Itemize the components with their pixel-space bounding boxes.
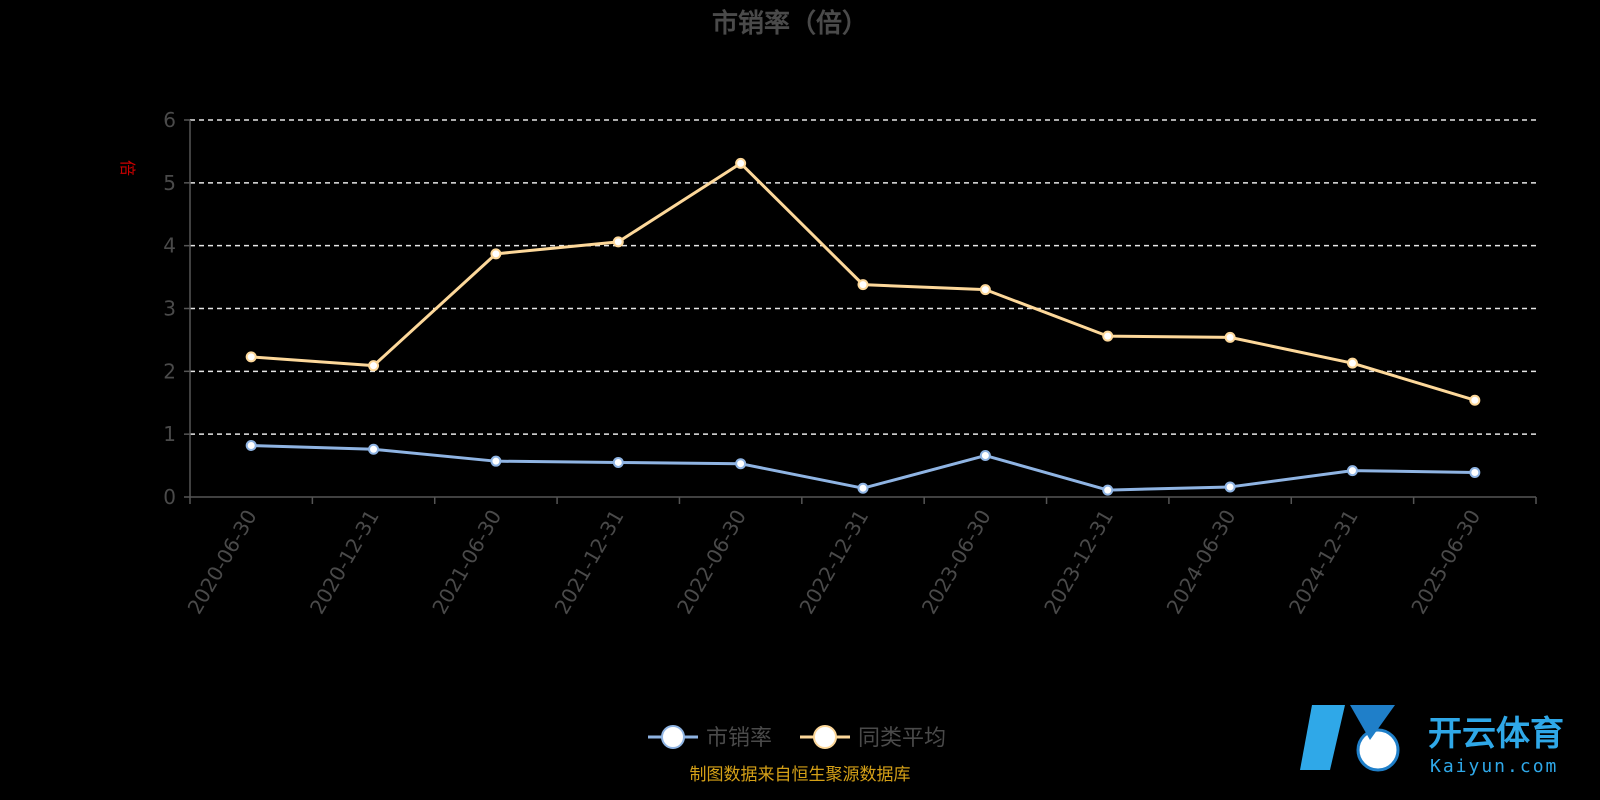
series-1-point-5 xyxy=(857,279,869,291)
x-tick-label-7: 2023-12-31 xyxy=(1039,506,1118,619)
x-tick-label-10: 2025-06-30 xyxy=(1406,506,1485,619)
series-1-point-3 xyxy=(612,236,624,248)
y-tick-label-1: 1 xyxy=(163,422,176,446)
watermark-brand: 开云体育 xyxy=(1428,714,1564,754)
x-tick-label-5: 2022-12-31 xyxy=(794,506,873,619)
series-0-point-7 xyxy=(1102,484,1114,496)
legend-label-0: 市销率 xyxy=(706,726,772,751)
soccer-ball-icon xyxy=(1356,728,1400,772)
series-0-point-0 xyxy=(245,439,257,451)
y-tick-label-3: 3 xyxy=(163,297,176,321)
series-1-point-2 xyxy=(490,248,502,260)
series-1-point-7 xyxy=(1102,330,1114,342)
legend-item-1[interactable]: 同类平均 xyxy=(800,725,946,751)
series-1-point-6 xyxy=(979,284,991,296)
legend-label-1: 同类平均 xyxy=(858,726,946,751)
series-0-point-8 xyxy=(1224,481,1236,493)
series-0-point-2 xyxy=(490,455,502,467)
x-tick-label-8: 2024-06-30 xyxy=(1162,506,1241,619)
series-1-point-1 xyxy=(368,360,380,372)
grid-lines xyxy=(190,119,1536,435)
series-1-point-10 xyxy=(1469,394,1481,406)
axes xyxy=(184,119,1537,504)
x-tick-label-6: 2023-06-30 xyxy=(917,506,996,619)
series-0-point-9 xyxy=(1346,465,1358,477)
y-tick-label-4: 4 xyxy=(163,234,176,258)
series-1-point-8 xyxy=(1224,331,1236,343)
series-0-point-5 xyxy=(857,482,869,494)
series-0-point-10 xyxy=(1469,466,1481,478)
logo-k-stroke-icon xyxy=(1300,705,1345,770)
y-tick-label-6: 6 xyxy=(163,108,176,132)
series-0-point-1 xyxy=(368,443,380,455)
legend-item-0[interactable]: 市销率 xyxy=(648,725,772,751)
watermark-logo: 开云体育 Kaiyun.com xyxy=(1300,705,1564,777)
series-0-point-3 xyxy=(612,456,624,468)
x-tick-label-9: 2024-12-31 xyxy=(1284,506,1363,619)
series-group xyxy=(245,157,1481,496)
x-tick-labels: 2020-06-30 2020-12-31 2021-06-30 2021-12-31… xyxy=(183,505,1486,618)
logo-k-arm-icon xyxy=(1350,705,1395,740)
y-axis-unit: 倍 xyxy=(118,160,137,176)
x-tick-label-1: 2020-12-31 xyxy=(305,506,384,619)
series-1-point-9 xyxy=(1346,357,1358,369)
series-1-point-4 xyxy=(735,157,747,169)
series-0-point-6 xyxy=(979,450,991,462)
y-tick-label-0: 0 xyxy=(163,485,176,509)
series-0-point-4 xyxy=(735,458,747,470)
y-tick-labels: 0 1 2 3 4 5 6 xyxy=(163,108,176,509)
data-source-note: 制图数据来自恒生聚源数据库 xyxy=(690,765,911,785)
series-1-point-0 xyxy=(245,351,257,363)
watermark-domain: Kaiyun.com xyxy=(1430,756,1558,777)
chart-title: 市销率（倍） xyxy=(712,8,868,39)
x-tick-label-3: 2021-12-31 xyxy=(550,506,629,619)
x-tick-label-4: 2022-06-30 xyxy=(672,506,751,619)
y-tick-label-2: 2 xyxy=(163,359,176,383)
legend[interactable]: 市销率 同类平均 xyxy=(648,725,946,751)
legend-marker-1 xyxy=(813,725,837,749)
x-tick-label-2: 2021-06-30 xyxy=(427,505,506,618)
legend-marker-0 xyxy=(661,725,685,749)
x-tick-label-0: 2020-06-30 xyxy=(183,506,262,619)
y-tick-label-5: 5 xyxy=(163,171,176,195)
